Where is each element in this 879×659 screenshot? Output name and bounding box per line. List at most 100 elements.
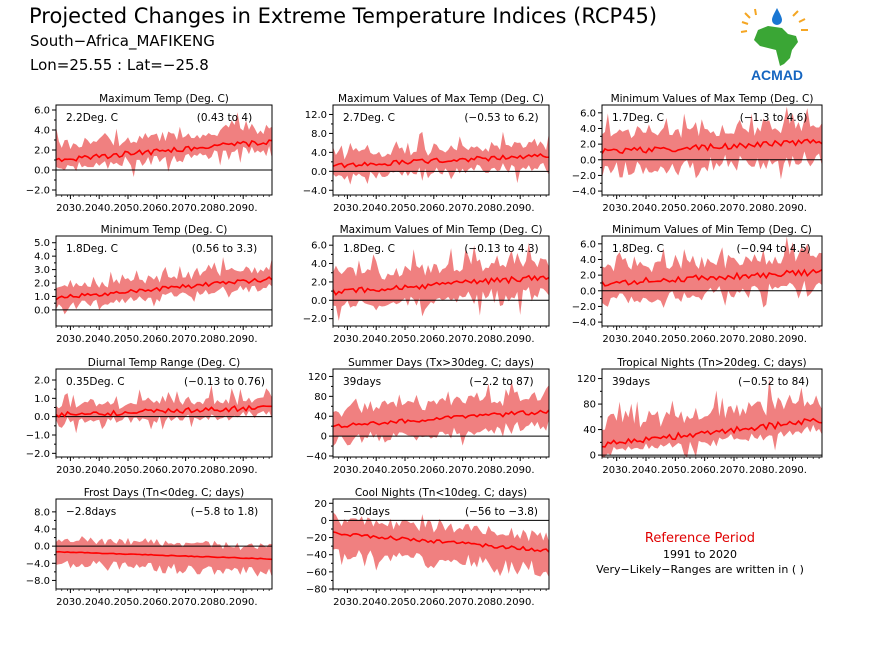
x-tick-label: 2070. bbox=[720, 334, 749, 345]
chart-title: Maximum Temp (Deg. C) bbox=[99, 93, 229, 105]
y-tick-label: 0.0 bbox=[34, 305, 50, 316]
median-line bbox=[333, 153, 549, 169]
y-tick-label: 2.0 bbox=[580, 271, 596, 282]
y-tick-label: 40 bbox=[314, 412, 327, 423]
y-tick-label: −40 bbox=[306, 550, 327, 561]
x-tick-label: 2060. bbox=[419, 597, 448, 608]
x-tick-label: 2090. bbox=[778, 203, 807, 214]
x-tick-label: 2070. bbox=[171, 597, 200, 608]
likely-range-label: (−5.8 to 1.8) bbox=[191, 506, 259, 518]
y-tick-label: 4.0 bbox=[580, 124, 596, 135]
mean-change-label: 39days bbox=[612, 376, 650, 388]
x-tick-label: 2040. bbox=[85, 465, 114, 476]
x-tick-label: 2040. bbox=[362, 597, 391, 608]
x-tick-label: 2030. bbox=[56, 465, 85, 476]
chart-title: Maximum Values of Min Temp (Deg. C) bbox=[340, 224, 543, 236]
chart-title: Minimum Values of Min Temp (Deg. C) bbox=[612, 224, 812, 236]
x-tick-label: 2090. bbox=[229, 465, 258, 476]
x-tick-label: 2040. bbox=[85, 334, 114, 345]
median-line bbox=[56, 139, 272, 163]
y-tick-label: 80 bbox=[314, 392, 327, 403]
range-band bbox=[602, 236, 822, 308]
plot-frame bbox=[601, 368, 823, 458]
y-tick-label: −2.0 bbox=[26, 186, 50, 197]
y-tick-label: 0 bbox=[590, 451, 596, 462]
mean-change-label: 0.35Deg. C bbox=[66, 376, 125, 388]
likely-range-label: (−2.2 to 87) bbox=[469, 376, 533, 388]
x-tick-label: 2050. bbox=[661, 465, 690, 476]
x-tick-label: 2030. bbox=[333, 597, 362, 608]
chart-1: −2.0 0.0 2.0 4.0 6.0 2030. 2040. 2050. 2060. 2070… bbox=[26, 93, 273, 214]
y-tick-label: 3.0 bbox=[34, 265, 50, 276]
y-tick-label: 0 bbox=[321, 432, 327, 443]
x-tick-label: 2050. bbox=[114, 597, 143, 608]
range-band bbox=[56, 384, 272, 434]
y-tick-label: 0 bbox=[321, 516, 327, 527]
median-line bbox=[56, 404, 272, 419]
range-band bbox=[333, 511, 549, 578]
plot-frame bbox=[601, 235, 823, 327]
mean-change-label: 2.7Deg. C bbox=[343, 112, 395, 124]
y-tick-label: −80 bbox=[306, 585, 327, 596]
chart-title: Tropical Nights (Tn>20deg. C; days) bbox=[616, 357, 806, 369]
chart-title: Diurnal Temp Range (Deg. C) bbox=[88, 357, 240, 369]
x-tick-label: 2060. bbox=[690, 334, 719, 345]
range-band bbox=[56, 536, 272, 578]
y-tick-label: 0.0 bbox=[311, 167, 327, 178]
y-tick-label: 4.0 bbox=[580, 255, 596, 266]
chart-6: −4.0 −2.0 0.0 2.0 4.0 6.0 2030. 2040. 2050. 2060.… bbox=[572, 224, 823, 345]
y-tick-label: 40 bbox=[583, 425, 596, 436]
y-tick-label: −60 bbox=[306, 567, 327, 578]
x-tick-label: 2030. bbox=[333, 334, 362, 345]
y-tick-label: −4.0 bbox=[26, 559, 50, 570]
y-tick-label: 120 bbox=[577, 374, 596, 385]
y-tick-label: −2.0 bbox=[303, 314, 327, 325]
y-tick-label: 120 bbox=[308, 372, 327, 383]
y-tick-label: −2.0 bbox=[26, 449, 50, 460]
x-tick-label: 2060. bbox=[419, 334, 448, 345]
range-band bbox=[602, 106, 822, 180]
y-tick-label: 2.0 bbox=[34, 376, 50, 387]
sun-icon bbox=[740, 8, 808, 33]
likely-range-label: (0.56 to 3.3) bbox=[192, 243, 258, 255]
x-tick-label: 2030. bbox=[56, 334, 85, 345]
chart-10: −8.0 −4.0 0.0 4.0 8.0 2030. 2040. 2050. 2060. 207… bbox=[26, 487, 273, 608]
plot-frame bbox=[55, 498, 273, 590]
coords-label: Lon=25.55 : Lat=−25.8 bbox=[30, 56, 209, 74]
x-tick-label: 2030. bbox=[602, 334, 631, 345]
x-tick-label: 2040. bbox=[362, 334, 391, 345]
x-tick-label: 2090. bbox=[229, 203, 258, 214]
x-tick-label: 2040. bbox=[85, 597, 114, 608]
y-tick-label: −1.0 bbox=[26, 431, 50, 442]
x-tick-label: 2080. bbox=[200, 465, 229, 476]
x-tick-label: 2070. bbox=[720, 203, 749, 214]
x-tick-label: 2060. bbox=[142, 334, 171, 345]
x-tick-label: 2060. bbox=[419, 465, 448, 476]
drop-icon bbox=[772, 8, 782, 25]
range-band bbox=[56, 112, 272, 178]
likely-range-label: (−0.13 to 4.3) bbox=[464, 243, 538, 255]
median-line bbox=[602, 138, 822, 155]
x-tick-label: 2050. bbox=[114, 465, 143, 476]
y-tick-label: 0.0 bbox=[34, 542, 50, 553]
x-tick-label: 2040. bbox=[632, 465, 661, 476]
range-band bbox=[333, 381, 549, 447]
plot-frame bbox=[332, 235, 550, 327]
x-tick-label: 2070. bbox=[720, 465, 749, 476]
chart-title: Minimum Temp (Deg. C) bbox=[101, 224, 228, 236]
y-tick-label: 1.0 bbox=[34, 292, 50, 303]
x-tick-label: 2080. bbox=[200, 203, 229, 214]
mean-change-label: 1.8Deg. C bbox=[343, 243, 395, 255]
y-tick-label: 0.0 bbox=[311, 296, 327, 307]
y-tick-label: −4.0 bbox=[303, 186, 327, 197]
x-tick-label: 2080. bbox=[200, 597, 229, 608]
chart-title: Maximum Values of Max Temp (Deg. C) bbox=[338, 93, 544, 105]
y-tick-label: 2.0 bbox=[311, 277, 327, 288]
y-tick-label: −2.0 bbox=[572, 302, 596, 313]
y-tick-label: 0.0 bbox=[580, 155, 596, 166]
y-tick-label: 0.0 bbox=[580, 286, 596, 297]
x-tick-label: 2060. bbox=[419, 203, 448, 214]
y-tick-label: 2.0 bbox=[34, 279, 50, 290]
